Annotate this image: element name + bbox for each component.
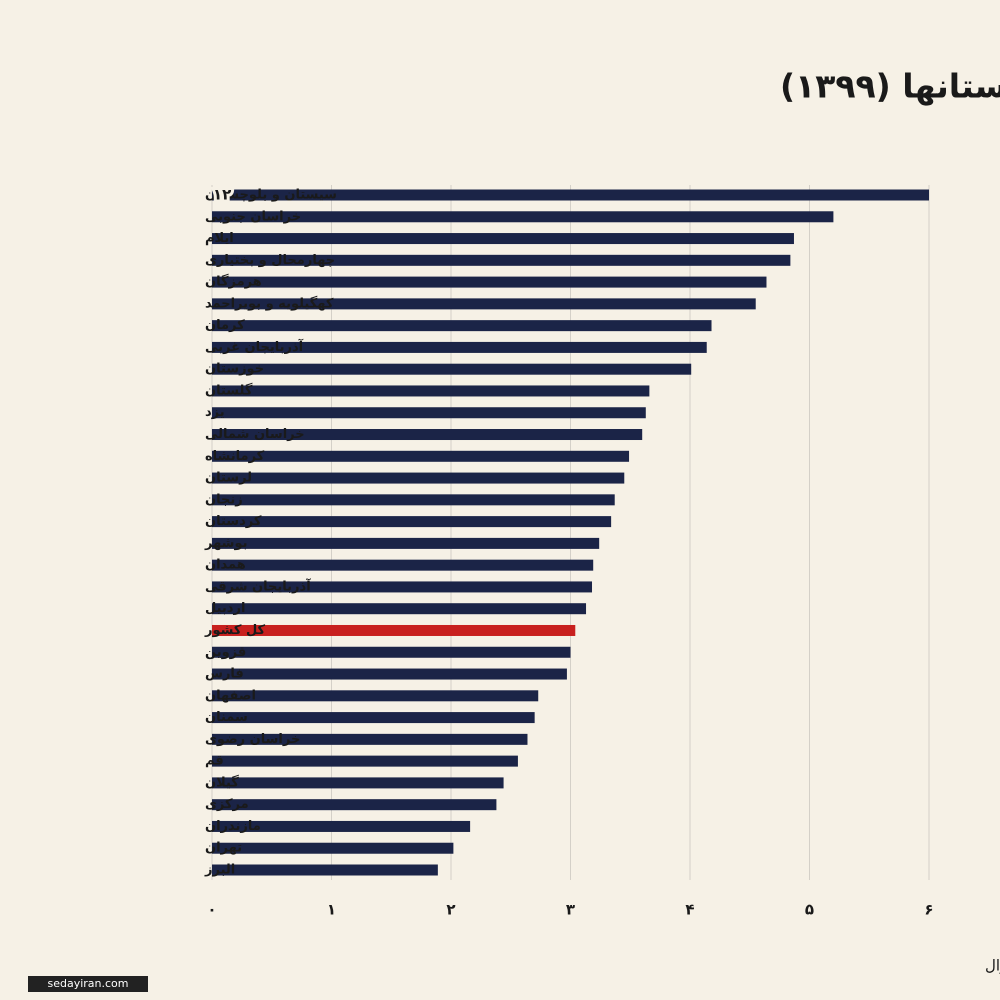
chart-title: شاخص نسبت ازدواج به طلاق استانها (۱۳۹۹) xyxy=(780,67,1000,107)
bar xyxy=(212,799,497,811)
bar xyxy=(212,777,504,789)
category-label: اردبیل xyxy=(205,601,245,616)
category-label: کردستان xyxy=(205,514,262,529)
category-label: کهگیلویه و بویراحمد xyxy=(205,295,334,311)
bar xyxy=(212,407,646,419)
bar xyxy=(212,211,834,223)
x-tick-label: ۰ xyxy=(207,901,216,919)
bar xyxy=(212,516,612,528)
x-tick-label: ۶ xyxy=(924,901,933,919)
category-label: زنجان xyxy=(205,492,243,507)
value-label: ۱۲ xyxy=(213,186,231,204)
category-label: ایلام xyxy=(205,231,234,246)
bar xyxy=(212,712,535,724)
bar xyxy=(212,276,767,288)
category-label: خراسان جنوبی xyxy=(205,209,301,224)
bar xyxy=(212,363,692,375)
category-label: کرمانشاه xyxy=(205,449,265,464)
category-label: قم xyxy=(205,754,224,769)
bar xyxy=(212,603,587,615)
category-label: خراسان رضوی xyxy=(205,732,300,747)
category-label: کل کشور xyxy=(204,623,266,638)
watermark: sedayiran.com xyxy=(47,977,128,990)
x-tick-label: ۵ xyxy=(805,901,814,919)
category-label: همدان xyxy=(205,558,246,573)
x-tick-label: ۱ xyxy=(327,901,336,919)
category-label: خوزستان xyxy=(205,362,264,377)
bar xyxy=(212,842,454,854)
category-label: قزوین xyxy=(205,645,246,660)
category-label: تهران xyxy=(205,841,242,856)
bar xyxy=(212,233,794,245)
bar xyxy=(212,494,615,506)
x-tick-label: ۴ xyxy=(685,901,694,919)
bar xyxy=(212,254,791,266)
bar xyxy=(212,733,528,745)
source-note: تهیه شده با استفاده از داده های سازمان ث… xyxy=(985,957,1000,975)
category-label: مرکزی xyxy=(205,797,249,812)
category-label: هرمزگان xyxy=(205,274,262,290)
category-label: البرز xyxy=(204,863,235,878)
bar xyxy=(212,624,576,636)
bar xyxy=(212,820,471,832)
bar xyxy=(212,559,594,571)
bar xyxy=(212,668,567,680)
x-tick-label: ۲ xyxy=(446,901,455,919)
bar xyxy=(212,298,756,310)
category-label: سمنان xyxy=(205,710,248,725)
watermark-bg xyxy=(28,976,148,992)
bar xyxy=(212,581,593,593)
category-label: چهارمحال و بختیاری xyxy=(205,253,335,268)
bar xyxy=(212,385,650,397)
category-label: سیستان و بلوچستان xyxy=(205,188,337,203)
category-label: یزد xyxy=(205,405,225,420)
bar xyxy=(212,189,929,201)
bar xyxy=(212,646,571,658)
bar xyxy=(212,320,712,332)
category-label: اصفهان xyxy=(205,688,256,703)
category-label: خراسان شمالی xyxy=(205,427,305,442)
category-label: بوشهر xyxy=(204,536,248,551)
category-label: مازندران xyxy=(205,819,261,834)
category-label: گیلان xyxy=(205,774,239,790)
bar xyxy=(212,472,625,484)
category-label: فارس xyxy=(205,667,244,682)
bar xyxy=(212,537,600,549)
bar xyxy=(212,864,438,876)
category-label: لرستان xyxy=(205,471,252,486)
category-label: آذربایجان غربی xyxy=(205,338,304,355)
category-label: آذربایجان شرقی xyxy=(205,577,311,594)
bar xyxy=(212,690,539,702)
bar xyxy=(212,341,707,353)
bar xyxy=(212,429,643,441)
category-label: کرمان xyxy=(205,318,245,333)
category-label: گلستان xyxy=(205,382,253,398)
bar xyxy=(212,755,518,767)
x-tick-label: ۳ xyxy=(566,901,575,919)
bar xyxy=(212,450,630,462)
